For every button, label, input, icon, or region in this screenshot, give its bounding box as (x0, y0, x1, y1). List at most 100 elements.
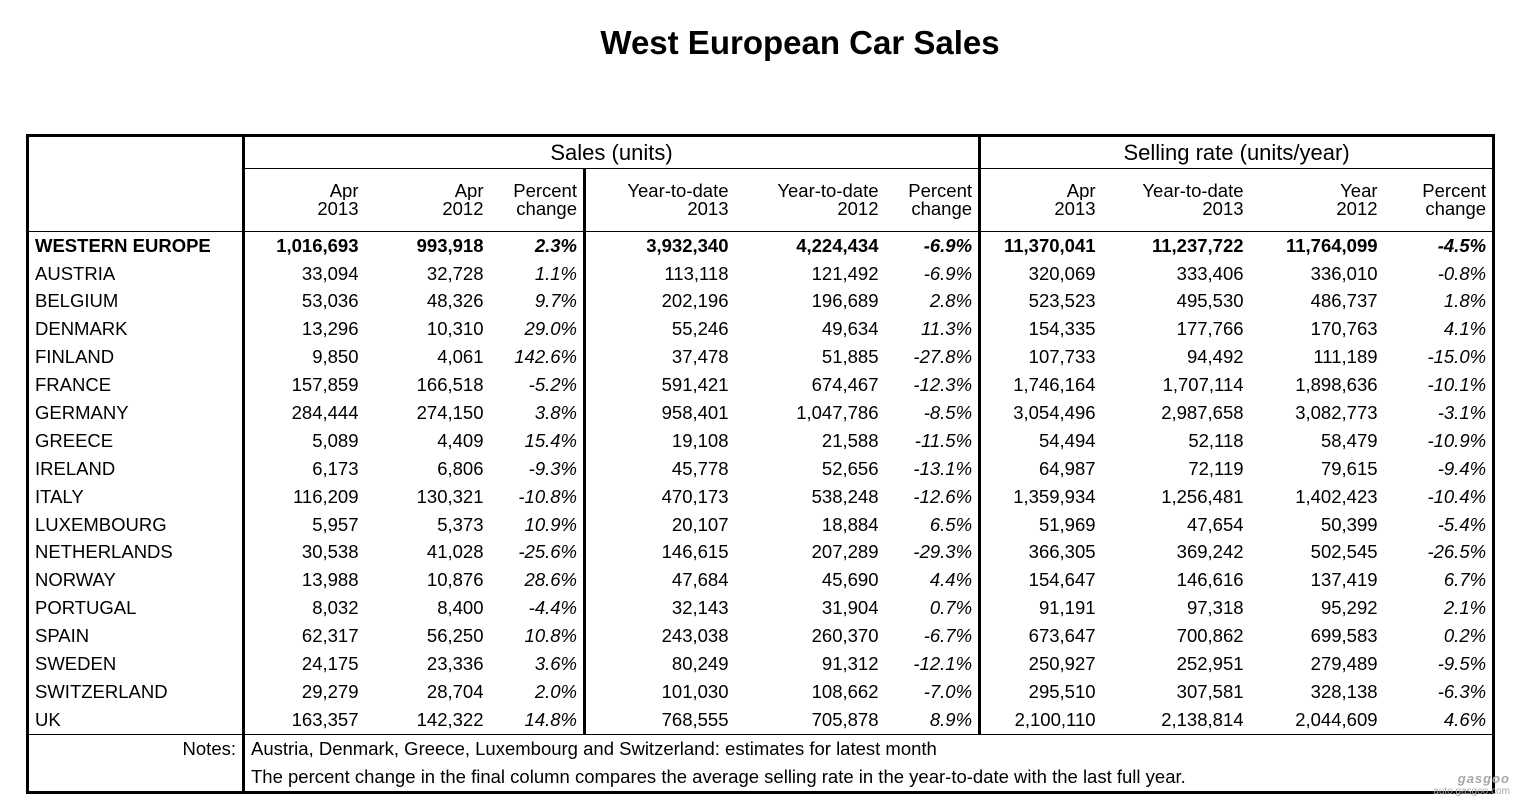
table-cell: 2.0% (489, 678, 586, 707)
group-header-sales: Sales (units) (243, 134, 982, 169)
table-cell: 336,010 (1310, 262, 1378, 284)
table-cell: 30,538 (301, 541, 359, 563)
table-cell: 177,766 (1176, 318, 1244, 340)
column-header: Apr (1066, 179, 1096, 200)
table-row: BELGIUM 53,036 48,326 9.7% 202,196 196,689 2.8… (26, 287, 1496, 316)
table-cell: 2.3% (489, 231, 586, 260)
table-cell: 97,318 (1186, 597, 1244, 619)
country-name: DENMARK (26, 315, 245, 344)
table-row: SWITZERLAND 29,279 28,704 2.0% 101,030 108,66… (26, 678, 1496, 707)
table-cell: -4.5% (1383, 231, 1496, 260)
table-cell: 2,044,609 (1295, 708, 1378, 730)
table-cell: 130,321 (416, 485, 484, 507)
table-cell: 94,492 (1186, 346, 1244, 368)
table-cell: 2.1% (1383, 594, 1496, 623)
country-name: UK (26, 706, 245, 735)
watermark-logo: gasgoo (1457, 771, 1510, 786)
table-cell: 108,662 (811, 680, 879, 702)
table-row: IRELAND 6,173 6,806 -9.3% 45,778 52,656 -13.1%… (26, 455, 1496, 484)
table-cell: 6.7% (1383, 566, 1496, 595)
table-cell: 591,421 (584, 371, 735, 400)
table-cell: 1,256,481 (1161, 485, 1244, 507)
table-cell: 328,138 (1310, 680, 1378, 702)
table-row-total: WESTERN EUROPE 1,016,693 993,918 2.3% 3,932,… (26, 231, 1496, 260)
column-header: 2012 (364, 200, 490, 232)
country-name: SWEDEN (26, 650, 245, 679)
table-cell: 9.7% (489, 287, 586, 316)
table-cell: -12.6% (884, 483, 982, 511)
table-cell: 6,173 (312, 457, 359, 479)
table-cell: 170,763 (1310, 318, 1378, 340)
table-cell: 196,689 (811, 290, 879, 312)
table-cell: 116,209 (293, 485, 359, 507)
table-cell: 202,196 (584, 287, 735, 316)
table-cell: 502,545 (1310, 541, 1378, 563)
table-cell: 146,615 (584, 538, 735, 567)
table-cell: -4.4% (489, 594, 586, 623)
table-cell: 958,401 (584, 399, 735, 428)
table-cell: -9.3% (489, 455, 586, 484)
country-name: PORTUGAL (26, 594, 245, 623)
table-cell: 163,357 (291, 708, 359, 730)
table-row: SWEDEN 24,175 23,336 3.6% 80,249 91,312 -12.1%… (26, 650, 1496, 679)
table-cell: 41,028 (426, 541, 484, 563)
table-cell: 6,806 (437, 457, 484, 479)
table-cell: 142,322 (416, 708, 484, 730)
table-cell: 3.6% (489, 650, 586, 679)
table-cell: 279,489 (1310, 653, 1378, 675)
table-cell: 1,359,934 (1013, 485, 1096, 507)
table-cell: 2,100,110 (1014, 708, 1096, 730)
column-header: 2013 (243, 200, 365, 232)
table-cell: 3,054,496 (1013, 402, 1096, 424)
table-cell: 45,690 (821, 569, 879, 591)
table-cell: 48,326 (426, 290, 484, 312)
table-cell: -6.3% (1383, 678, 1496, 707)
table-cell: 62,317 (301, 625, 359, 647)
table-cell: 2,987,658 (1161, 402, 1244, 424)
table-cell: -6.9% (884, 259, 982, 288)
table-cell: 1.8% (1383, 287, 1496, 316)
table-cell: 3.8% (489, 399, 586, 428)
table-cell: 993,918 (416, 234, 484, 256)
corner-cell (26, 134, 245, 169)
table-cell: 91,312 (821, 653, 879, 675)
table-cell: 486,737 (1310, 290, 1378, 312)
table-cell: 58,479 (1320, 429, 1378, 451)
table-cell: 3,082,773 (1295, 402, 1378, 424)
table-cell: 673,647 (1028, 625, 1096, 647)
table-cell: 4.6% (1383, 706, 1496, 735)
country-name: FINLAND (26, 343, 245, 372)
table-cell: 3,932,340 (584, 231, 735, 260)
table-cell: 0.2% (1383, 622, 1496, 651)
table-row: SPAIN 62,317 56,250 10.8% 243,038 260,370 -6.7… (26, 622, 1496, 651)
table-cell: -10.8% (489, 483, 586, 511)
table-cell: 20,107 (584, 510, 735, 539)
table-row: AUSTRIA 33,094 32,728 1.1% 113,118 121,492 -6.… (26, 259, 1496, 288)
table-cell: 1,016,693 (276, 234, 359, 256)
table-cell: 19,108 (584, 427, 735, 456)
table-cell: 23,336 (426, 653, 484, 675)
table-cell: 2,138,814 (1161, 708, 1244, 730)
table-cell: -12.1% (884, 650, 982, 679)
column-header: 2012 (734, 200, 885, 232)
column-header: change (1383, 200, 1496, 232)
table-cell: 5,089 (312, 429, 359, 451)
table-cell: 32,143 (584, 594, 735, 623)
column-header: Percent (489, 168, 586, 200)
table-cell: 47,654 (1186, 513, 1244, 535)
table-row: LUXEMBOURG 5,957 5,373 10.9% 20,107 18,884 6.5… (26, 510, 1496, 539)
table-cell: 14.8% (489, 706, 586, 735)
table-cell: 10,876 (426, 569, 484, 591)
column-header: Year-to-date (584, 168, 735, 200)
table-cell: 29.0% (489, 315, 586, 344)
table-cell: 45,778 (584, 455, 735, 484)
table-cell: 111,189 (1313, 346, 1378, 368)
watermark-url: auto.gasgoo.com (1433, 786, 1510, 797)
table-cell: -26.5% (1383, 538, 1496, 567)
table-cell: 207,289 (811, 541, 879, 563)
table-cell: 5,373 (437, 513, 484, 535)
table-cell: -10.9% (1383, 427, 1496, 456)
table-cell: 4,061 (437, 346, 484, 368)
country-name: IRELAND (26, 455, 245, 484)
table-cell: -15.0% (1383, 343, 1496, 372)
